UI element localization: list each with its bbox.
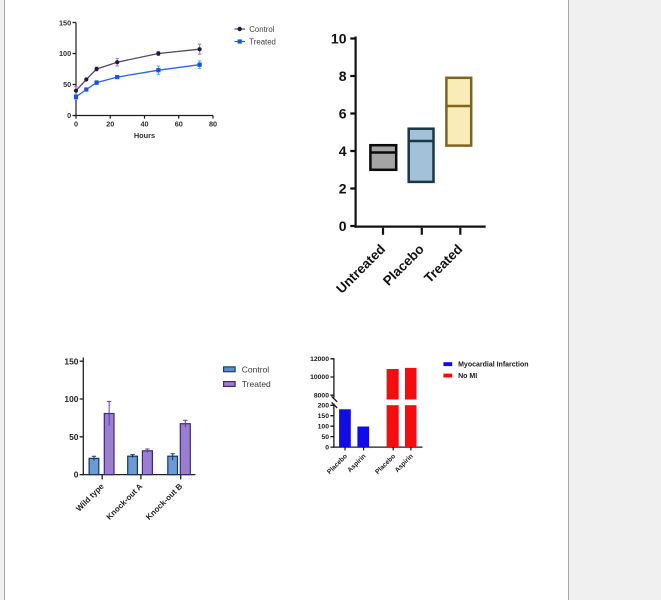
svg-text:200: 200 <box>318 403 330 410</box>
svg-text:10: 10 <box>331 31 347 47</box>
svg-text:Placebo: Placebo <box>326 453 349 476</box>
svg-text:10000: 10000 <box>310 374 329 381</box>
svg-text:80: 80 <box>209 119 217 128</box>
svg-text:8000: 8000 <box>314 392 329 399</box>
svg-text:150: 150 <box>318 413 330 420</box>
svg-text:0: 0 <box>74 119 78 128</box>
svg-text:Myocardial Infarction: Myocardial Infarction <box>458 362 528 369</box>
svg-text:Treated: Treated <box>249 37 276 46</box>
svg-text:50: 50 <box>321 434 329 441</box>
svg-text:Knock-out B: Knock-out B <box>144 482 184 522</box>
svg-text:Placebo: Placebo <box>380 242 427 289</box>
svg-text:12000: 12000 <box>310 356 329 363</box>
svg-text:100: 100 <box>59 49 71 58</box>
svg-text:60: 60 <box>175 119 183 128</box>
svg-text:Placebo: Placebo <box>374 453 397 476</box>
svg-text:150: 150 <box>59 18 71 27</box>
svg-text:Control: Control <box>242 364 270 374</box>
svg-text:0: 0 <box>339 218 347 234</box>
svg-text:Untreated: Untreated <box>333 242 388 297</box>
svg-text:Knock-out A: Knock-out A <box>105 482 145 522</box>
svg-text:100: 100 <box>318 423 330 430</box>
svg-text:Control: Control <box>249 25 274 34</box>
svg-text:Hours: Hours <box>134 131 155 140</box>
svg-text:100: 100 <box>64 394 78 404</box>
svg-text:Aspirin: Aspirin <box>346 453 367 474</box>
svg-text:4: 4 <box>339 143 347 159</box>
svg-text:0: 0 <box>325 444 329 451</box>
svg-text:Aspirin: Aspirin <box>394 453 415 474</box>
svg-text:40: 40 <box>140 119 148 128</box>
svg-text:Wild type: Wild type <box>74 481 106 513</box>
svg-text:2: 2 <box>339 181 347 197</box>
svg-text:Treated: Treated <box>421 242 465 286</box>
svg-text:Treated: Treated <box>242 379 271 389</box>
svg-text:0: 0 <box>67 111 71 120</box>
svg-text:50: 50 <box>63 80 71 89</box>
svg-text:50: 50 <box>69 432 79 442</box>
svg-text:20: 20 <box>106 119 114 128</box>
svg-text:0: 0 <box>74 470 79 480</box>
svg-text:No MI: No MI <box>458 373 477 380</box>
svg-text:8: 8 <box>339 68 347 84</box>
svg-text:6: 6 <box>339 106 347 122</box>
svg-text:150: 150 <box>64 356 78 366</box>
